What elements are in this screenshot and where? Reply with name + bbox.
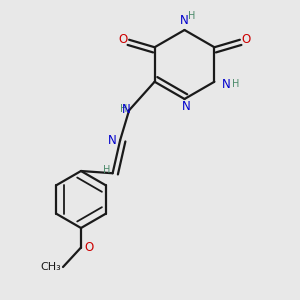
Text: N: N xyxy=(182,100,190,113)
Text: N: N xyxy=(108,134,116,147)
Text: N: N xyxy=(122,103,130,116)
Text: CH₃: CH₃ xyxy=(41,262,62,272)
Text: N: N xyxy=(180,14,189,27)
Text: H: H xyxy=(103,165,110,175)
Text: O: O xyxy=(118,33,127,46)
Text: O: O xyxy=(242,33,251,46)
Text: H: H xyxy=(232,79,239,89)
Text: O: O xyxy=(85,241,94,254)
Text: N: N xyxy=(222,78,231,91)
Text: H: H xyxy=(120,104,128,114)
Text: H: H xyxy=(188,11,196,21)
